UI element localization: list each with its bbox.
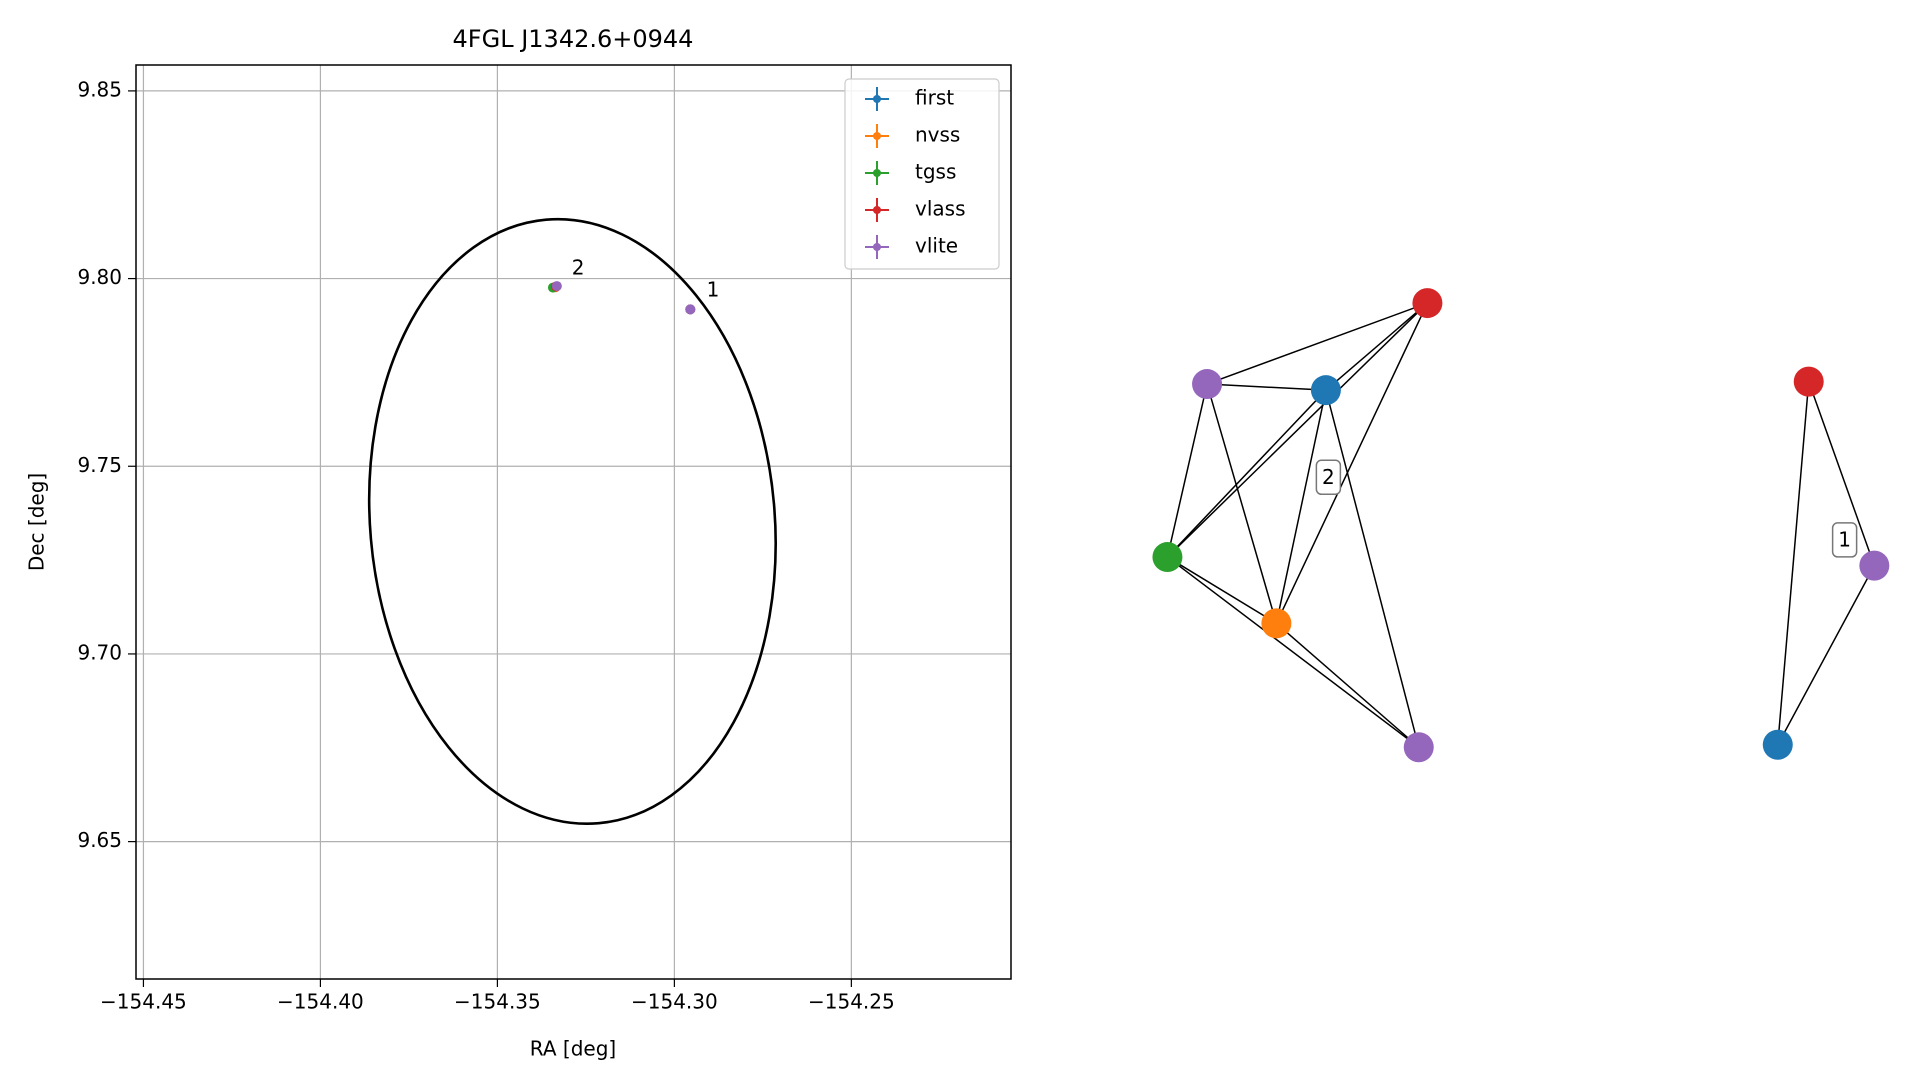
- graph-edge: [1325, 389, 1420, 748]
- graph-node: [1793, 366, 1824, 397]
- legend-label: vlite: [915, 234, 958, 258]
- y-tick-label: 9.75: [77, 453, 122, 477]
- graph-node: [1403, 732, 1434, 763]
- graph-edge: [1206, 302, 1428, 385]
- x-tick-label: −154.45: [100, 990, 187, 1014]
- x-tick-label: −154.40: [277, 990, 364, 1014]
- graph-edge: [1166, 556, 1420, 748]
- legend-marker: [873, 169, 881, 177]
- y-tick-label: 9.80: [77, 265, 122, 289]
- graph-edge: [1206, 383, 1278, 624]
- legend-box: [844, 78, 1000, 270]
- x-axis-label: RA [deg]: [530, 1037, 616, 1061]
- y-axis-label: Dec [deg]: [25, 473, 49, 571]
- graph-edge: [1207, 383, 1326, 391]
- x-tick-label: −154.25: [808, 990, 895, 1014]
- graph-edge: [1275, 302, 1429, 624]
- annotation: 2: [572, 255, 585, 279]
- graph-edge: [1808, 381, 1876, 566]
- legend-label: first: [915, 86, 954, 110]
- y-tick-label: 9.85: [77, 77, 122, 101]
- graph-node: [1412, 288, 1443, 319]
- graph-edge: [1166, 383, 1208, 558]
- legend-marker: [873, 243, 881, 251]
- graph-node: [1152, 542, 1183, 573]
- legend-marker: [873, 95, 881, 103]
- edge-label: 1: [1838, 527, 1851, 551]
- graph-node: [1762, 729, 1793, 760]
- error-ellipse: [367, 217, 777, 826]
- graph-edge: [1166, 302, 1428, 558]
- graph-node: [1192, 369, 1223, 400]
- graph-edge: [1777, 381, 1810, 745]
- legend-label: tgss: [915, 160, 956, 184]
- data-point: [685, 304, 696, 315]
- graph-edge: [1777, 565, 1875, 746]
- legend-marker: [873, 132, 881, 140]
- plot-frame: [135, 64, 1012, 980]
- legend-label: nvss: [915, 123, 960, 147]
- graph-edge: [1167, 556, 1277, 624]
- x-tick-label: −154.30: [631, 990, 718, 1014]
- chart-title: 4FGL J1342.6+0944: [453, 25, 694, 53]
- data-point: [551, 281, 562, 292]
- edge-label-box: [1315, 459, 1342, 496]
- graph-edge: [1275, 622, 1420, 748]
- graph-node: [1859, 550, 1890, 581]
- y-tick-label: 9.70: [77, 640, 122, 664]
- edge-label-box: [1831, 522, 1858, 558]
- edge-label: 2: [1322, 465, 1335, 489]
- graph-node: [1310, 375, 1341, 406]
- graph-node: [1261, 608, 1292, 639]
- legend-label: vlass: [915, 197, 966, 221]
- legend-marker: [873, 206, 881, 214]
- graph-edge: [1166, 389, 1327, 558]
- y-tick-label: 9.65: [77, 828, 122, 852]
- graph-edge: [1325, 302, 1428, 391]
- x-tick-label: −154.35: [454, 990, 541, 1014]
- annotation: 1: [707, 277, 720, 301]
- graph-edge: [1275, 390, 1327, 624]
